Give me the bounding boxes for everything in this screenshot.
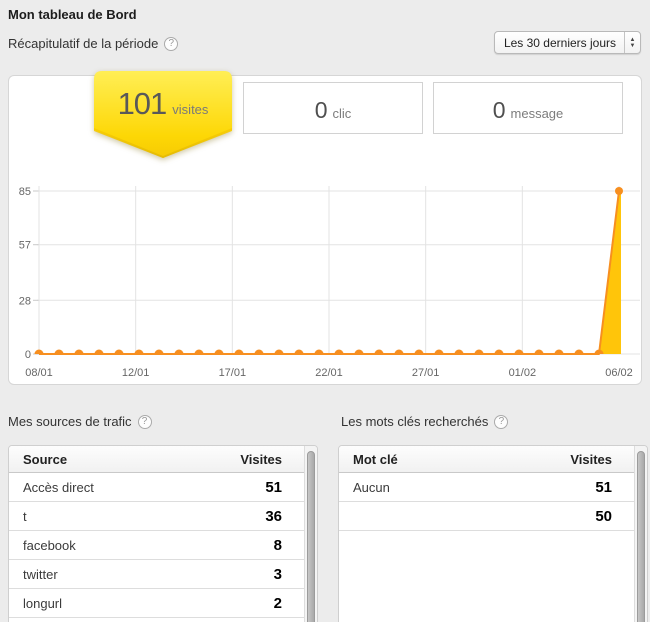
visites-count: 101 bbox=[117, 86, 168, 121]
table-row: t 36 bbox=[9, 502, 304, 531]
stat-box-clic[interactable]: 0 clic bbox=[243, 82, 423, 134]
keywords-title-row: Les mots clés recherchés ? bbox=[341, 414, 509, 429]
row-value: 2 bbox=[273, 594, 282, 612]
chart-canvas: 0 28 57 85 08/01 12/01 17/01 22/01 27/01 01/02 06/… bbox=[19, 186, 640, 379]
svg-text:0: 0 bbox=[25, 349, 31, 361]
svg-text:01/02: 01/02 bbox=[509, 367, 537, 379]
row-label: facebook bbox=[23, 537, 76, 553]
svg-text:06/02: 06/02 bbox=[605, 367, 633, 379]
table-row: twitter 3 bbox=[9, 560, 304, 589]
traffic-sources-title-row: Mes sources de trafic ? bbox=[8, 414, 152, 429]
row-value: 3 bbox=[273, 565, 282, 583]
svg-text:17/01: 17/01 bbox=[219, 367, 247, 379]
scrollbar-thumb[interactable] bbox=[307, 451, 315, 622]
svg-text:12/01: 12/01 bbox=[122, 367, 150, 379]
badge-shape bbox=[94, 71, 232, 158]
traffic-sources-table: Source Visites Accès direct 51 t 36 facebook… bbox=[8, 445, 318, 622]
column-visites: Visites bbox=[240, 451, 282, 467]
traffic-sources-title: Mes sources de trafic bbox=[8, 414, 132, 429]
table-row: longurl 2 bbox=[9, 589, 304, 618]
row-label: twitter bbox=[23, 566, 58, 582]
row-label: Aucun bbox=[353, 479, 390, 495]
clic-label: clic bbox=[332, 106, 352, 121]
row-value: 51 bbox=[595, 478, 612, 496]
help-icon[interactable]: ? bbox=[164, 36, 179, 51]
table-row: Accès direct 51 bbox=[9, 473, 304, 502]
scrollbar-thumb[interactable] bbox=[637, 451, 645, 622]
arrow-down-icon: ▼ bbox=[629, 42, 636, 49]
column-visites: Visites bbox=[570, 451, 612, 467]
keywords-table: Mot clé Visites Aucun 51 50 bbox=[338, 445, 648, 622]
column-motcle: Mot clé bbox=[353, 451, 398, 467]
table-header: Mot clé Visites bbox=[339, 446, 634, 473]
table-row: Aucun 51 bbox=[339, 473, 634, 502]
message-label: message bbox=[510, 106, 564, 121]
table-header: Source Visites bbox=[9, 446, 304, 473]
period-select[interactable]: Les 30 derniers jours ▲ ▼ bbox=[493, 31, 641, 54]
clic-count: 0 bbox=[314, 97, 328, 123]
row-value: 8 bbox=[273, 536, 282, 554]
row-value: 51 bbox=[265, 478, 282, 496]
period-summary-label: Récapitulatif de la période bbox=[8, 36, 159, 51]
table-row: facebook 8 bbox=[9, 531, 304, 560]
page-title: Mon tableau de Bord bbox=[8, 7, 137, 22]
svg-text:28: 28 bbox=[19, 295, 31, 307]
table-row: 50 bbox=[339, 502, 634, 531]
message-count: 0 bbox=[492, 97, 506, 123]
arrow-up-icon: ▲ bbox=[629, 36, 636, 43]
keywords-title: Les mots clés recherchés bbox=[341, 414, 489, 429]
svg-text:85: 85 bbox=[19, 186, 31, 198]
svg-text:27/01: 27/01 bbox=[412, 367, 440, 379]
row-value: 50 bbox=[595, 507, 612, 525]
help-icon[interactable]: ? bbox=[494, 414, 509, 429]
scrollbar-track[interactable] bbox=[634, 446, 647, 622]
help-icon[interactable]: ? bbox=[137, 414, 152, 429]
column-source: Source bbox=[23, 451, 68, 467]
dashboard-panel: 0 clic 0 message 101 visites bbox=[8, 71, 642, 385]
period-select-value: Les 30 derniers jours bbox=[503, 36, 616, 50]
svg-text:22/01: 22/01 bbox=[315, 367, 343, 379]
stat-badge-visites[interactable]: 101 visites bbox=[93, 70, 233, 162]
row-label: t bbox=[23, 508, 27, 524]
row-value: 36 bbox=[265, 507, 282, 525]
visites-label: visites bbox=[172, 102, 209, 117]
period-summary-row: Récapitulatif de la période ? bbox=[8, 36, 179, 51]
svg-text:08/01: 08/01 bbox=[25, 367, 53, 379]
stat-box-message[interactable]: 0 message bbox=[433, 82, 623, 134]
scrollbar-track[interactable] bbox=[304, 446, 317, 622]
visits-area-chart: 0 28 57 85 08/01 12/01 17/01 22/01 27/01 01/02 06/… bbox=[10, 176, 640, 384]
select-stepper-icon: ▲ ▼ bbox=[624, 32, 640, 53]
svg-text:57: 57 bbox=[19, 240, 31, 252]
row-label: longurl bbox=[23, 595, 63, 611]
row-label: Accès direct bbox=[23, 479, 94, 495]
